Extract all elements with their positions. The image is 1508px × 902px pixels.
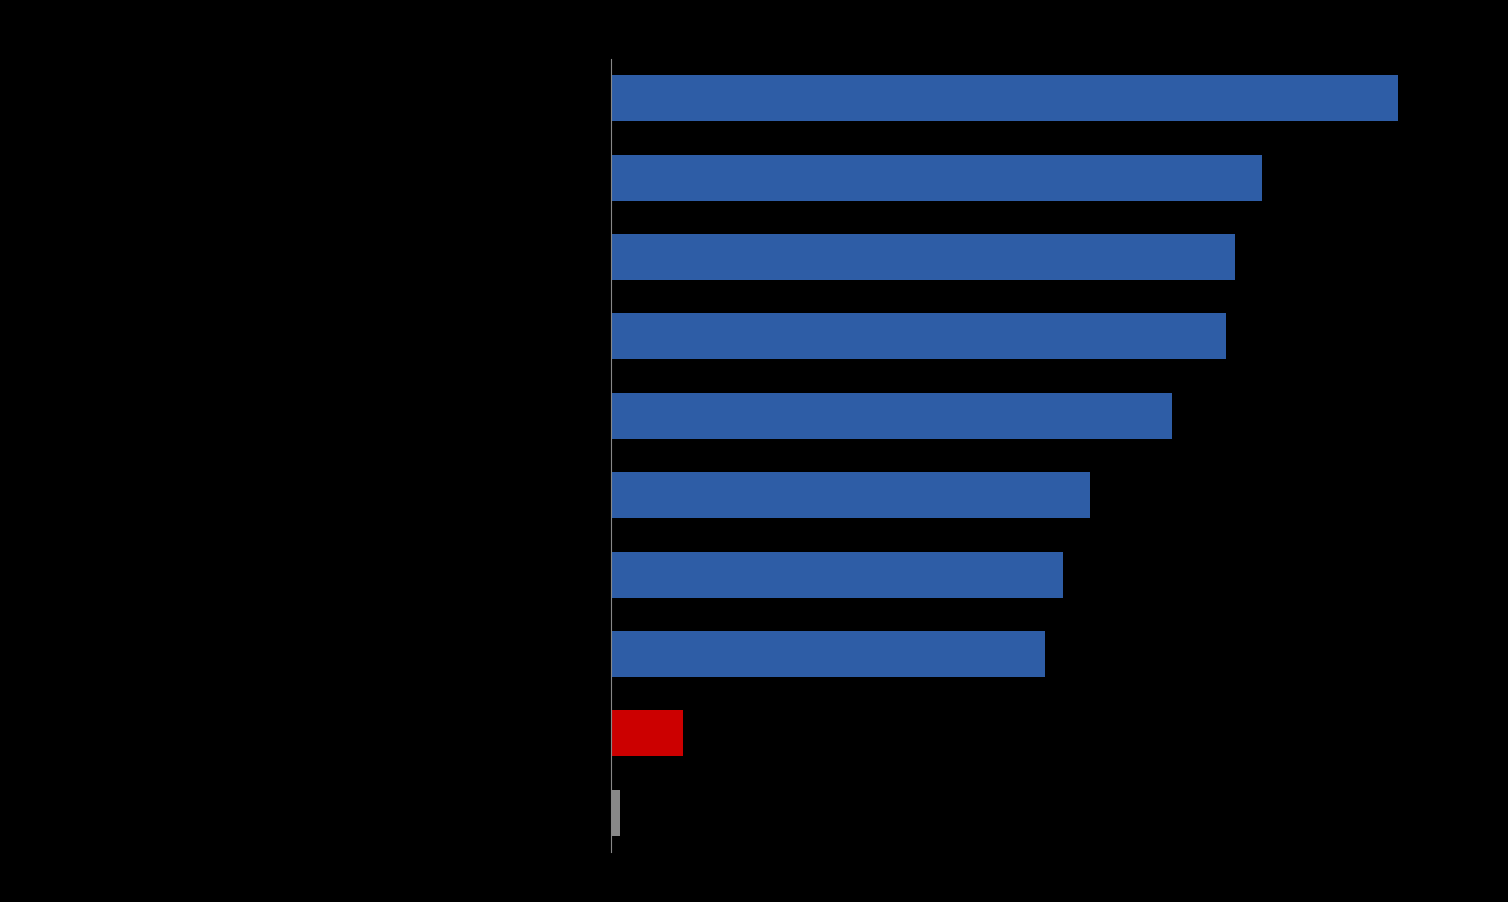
Bar bbox=[611, 630, 1045, 677]
Bar bbox=[611, 154, 1262, 201]
Bar bbox=[611, 472, 1090, 519]
Bar bbox=[611, 75, 1398, 122]
Bar bbox=[611, 234, 1235, 281]
Bar bbox=[611, 392, 1172, 439]
Bar bbox=[611, 551, 1063, 598]
Bar bbox=[611, 789, 620, 836]
Bar bbox=[611, 710, 683, 757]
Bar bbox=[611, 313, 1226, 360]
